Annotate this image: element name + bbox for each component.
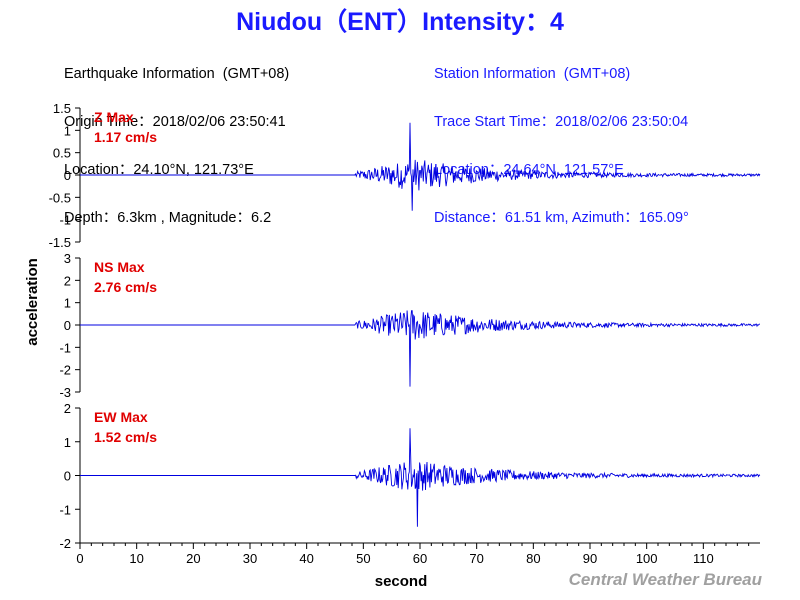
- ew-y-tick-label: 2: [64, 401, 71, 416]
- ns-max-value: 2.76 cm/s: [94, 279, 157, 295]
- ns-y-tick-label: 3: [64, 251, 71, 266]
- ns-waveform: [80, 310, 760, 387]
- x-tick-label: 60: [413, 551, 427, 566]
- z-waveform: [80, 122, 761, 211]
- x-tick-label: 90: [583, 551, 597, 566]
- z-max-label: Z Max: [94, 109, 134, 125]
- trace-start-time: Trace Start Time：2018/02/06 23:50:04: [434, 114, 689, 130]
- ew-y-tick-label: -1: [59, 502, 71, 517]
- earthquake-info: Earthquake Information (GMT+08) Origin T…: [64, 34, 289, 242]
- credit-label: Central Weather Bureau: [568, 570, 762, 589]
- x-axis-label: second: [375, 573, 428, 590]
- ns-y-tick-label: -2: [59, 363, 71, 378]
- x-tick-label: 50: [356, 551, 370, 566]
- ns-y-tick-label: -1: [59, 340, 71, 355]
- ns-y-tick-label: 1: [64, 296, 71, 311]
- ew-max-value: 1.52 cm/s: [94, 429, 157, 445]
- z-y-tick-label: -1.5: [49, 235, 71, 250]
- z-y-tick-label: 0.5: [53, 146, 71, 161]
- ew-max-label: EW Max: [94, 409, 148, 425]
- z-y-tick-label: 0: [64, 168, 71, 183]
- x-tick-label: 70: [469, 551, 483, 566]
- z-y-tick-label: -0.5: [49, 190, 71, 205]
- station-info-header: Station Information (GMT+08): [434, 66, 631, 82]
- earthquake-info-header: Earthquake Information (GMT+08): [64, 66, 290, 82]
- x-tick-label: 10: [129, 551, 143, 566]
- z-y-tick-label: 1.5: [53, 101, 71, 116]
- ns-y-tick-label: -3: [59, 385, 71, 400]
- depth-magnitude: Depth：6.3km , Magnitude：6.2: [64, 210, 272, 226]
- ew-y-tick-label: -2: [59, 536, 71, 551]
- epicenter-location: Location：24.10°N, 121.73°E: [64, 162, 254, 178]
- origin-time: Origin Time：2018/02/06 23:50:41: [64, 114, 286, 130]
- x-tick-label: 40: [299, 551, 313, 566]
- station-info: Station Information (GMT+08) Trace Start…: [434, 34, 689, 242]
- x-tick-label: 0: [76, 551, 83, 566]
- x-tick-label: 80: [526, 551, 540, 566]
- ew-y-tick-label: 1: [64, 435, 71, 450]
- x-tick-label: 20: [186, 551, 200, 566]
- ns-y-tick-label: 2: [64, 273, 71, 288]
- z-max-value: 1.17 cm/s: [94, 129, 157, 145]
- z-y-tick-label: 1: [64, 123, 71, 138]
- x-tick-label: 30: [243, 551, 257, 566]
- ew-y-tick-label: 0: [64, 469, 71, 484]
- distance-azimuth: Distance：61.51 km, Azimuth：165.09°: [434, 210, 689, 226]
- ns-y-tick-label: 0: [64, 318, 71, 333]
- y-axis-label: acceleration: [24, 258, 41, 346]
- ns-max-label: NS Max: [94, 259, 145, 275]
- ew-waveform: [80, 428, 761, 527]
- x-tick-label: 110: [693, 551, 714, 566]
- x-tick-label: 100: [636, 551, 658, 566]
- chart-title: Niudou（ENT）Intensity：4: [236, 8, 564, 36]
- z-y-tick-label: -1: [59, 213, 71, 228]
